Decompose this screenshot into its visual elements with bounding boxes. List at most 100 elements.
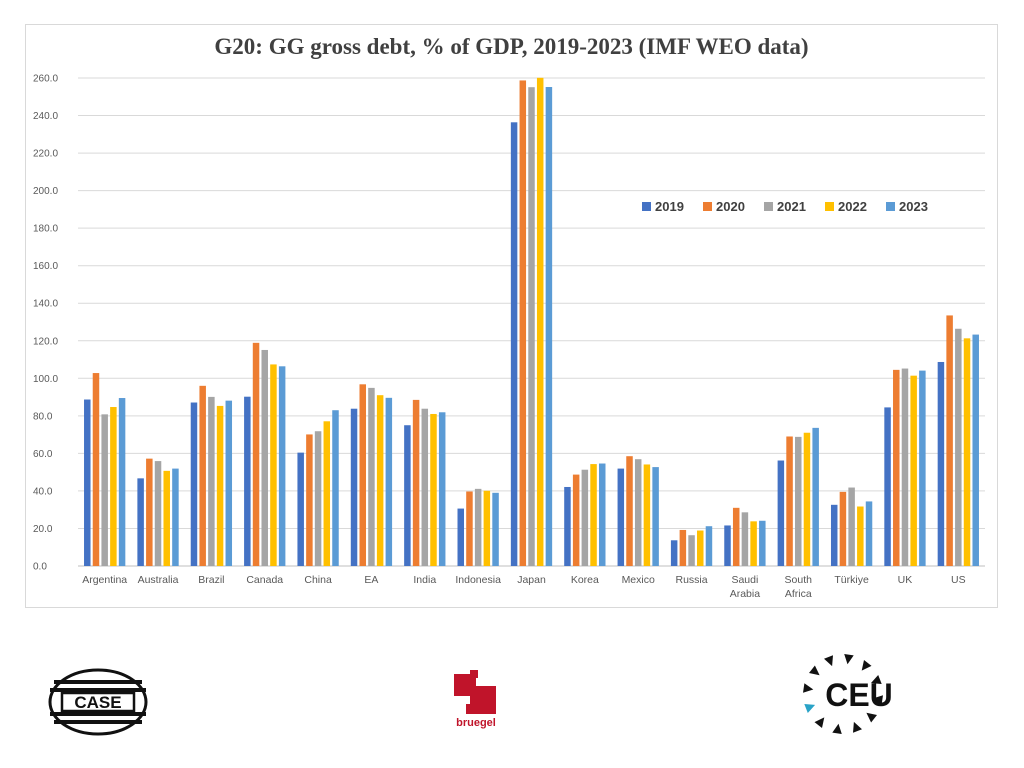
x-category-label: Argentina — [82, 574, 127, 586]
bar-mexico-2019 — [617, 468, 625, 566]
x-category-label: Indonesia — [455, 574, 501, 586]
x-category-label: Russia — [676, 574, 708, 586]
bar-argentina-2019 — [84, 399, 91, 566]
bar-uk-2021 — [901, 368, 909, 566]
bar-south-africa-2019 — [777, 460, 785, 566]
y-tick-label: 240.0 — [33, 111, 58, 122]
bar-argentina-2021 — [101, 414, 108, 566]
bar-russia-2021 — [688, 535, 695, 566]
bar-south-africa-2022 — [803, 432, 811, 566]
bar-australia-2023 — [172, 468, 179, 566]
bar-uk-2019 — [884, 407, 891, 566]
ceu-ray — [844, 654, 854, 665]
bar-australia-2022 — [163, 470, 170, 566]
chart-title: G20: GG gross debt, % of GDP, 2019-2023 … — [214, 34, 809, 59]
legend-label-2020: 2020 — [716, 199, 745, 214]
legend-swatch-2019 — [642, 202, 651, 211]
bar-south-africa-2023 — [812, 427, 819, 566]
bar-china-2023 — [332, 410, 339, 566]
legend-swatch-2022 — [825, 202, 834, 211]
x-category-label: Brazil — [198, 574, 224, 586]
bar-türkiye-2019 — [830, 504, 838, 566]
bar-south-africa-2021 — [795, 436, 802, 566]
y-axis-ticks: 0.0 20.0 40.0 60.0 80.0 100.0 120.0 140.0 160.0 1… — [33, 74, 58, 573]
bar-türkiye-2022 — [857, 506, 864, 566]
x-category-label: Australia — [138, 574, 179, 586]
ceu-logo-rays — [803, 654, 883, 734]
ceu-ray — [814, 717, 825, 728]
y-tick-label: 140.0 — [33, 299, 58, 310]
bar-us-2021 — [955, 328, 962, 566]
x-axis-labels: Argentina Australia Brazil Canada China EA Ind… — [82, 574, 965, 600]
bar-russia-2022 — [697, 530, 704, 566]
bar-us-2019 — [937, 361, 945, 566]
y-tick-label: 100.0 — [33, 374, 58, 385]
legend-label-2023: 2023 — [899, 199, 928, 214]
bar-russia-2023 — [705, 526, 713, 566]
y-tick-label: 40.0 — [33, 486, 53, 497]
y-tick-label: 0.0 — [33, 562, 47, 573]
bar-russia-2019 — [670, 540, 678, 566]
bar-india-2023 — [438, 412, 446, 566]
bar-india-2019 — [404, 425, 411, 566]
ceu-ray — [861, 660, 872, 671]
bar-korea-2023 — [599, 463, 606, 566]
case-logo-text: CASE — [74, 693, 121, 712]
legend-label-2021: 2021 — [777, 199, 806, 214]
y-tick-label: 220.0 — [33, 149, 58, 160]
legend-label-2022: 2022 — [838, 199, 867, 214]
x-category-label: Mexico — [622, 574, 655, 586]
y-tick-label: 20.0 — [33, 524, 53, 535]
bar-china-2019 — [297, 452, 304, 566]
ceu-ray — [872, 695, 883, 705]
bar-japan-2023 — [545, 87, 553, 566]
bar-saudi-arabia-2020 — [732, 507, 740, 566]
bar-ea-2020 — [359, 384, 366, 566]
bar-indonesia-2019 — [457, 508, 464, 566]
bar-us-2023 — [972, 334, 979, 566]
bar-japan-2021 — [528, 87, 535, 566]
bar-canada-2021 — [261, 349, 268, 566]
bar-argentina-2020 — [92, 373, 100, 566]
bar-australia-2021 — [154, 461, 162, 566]
y-tick-label: 160.0 — [33, 261, 58, 272]
bar-india-2020 — [412, 399, 420, 566]
bars — [84, 77, 979, 567]
y-tick-label: 80.0 — [33, 411, 53, 422]
ceu-ray — [866, 712, 877, 723]
bar-canada-2023 — [278, 366, 286, 566]
x-category-label: Africa — [785, 588, 812, 600]
legend-swatch-2020 — [703, 202, 712, 211]
bruegel-logo-text: bruegel — [456, 717, 496, 729]
bar-saudi-arabia-2023 — [759, 520, 766, 566]
bar-mexico-2021 — [634, 459, 642, 566]
legend: 2019 2020 2021 2022 2023 — [642, 199, 928, 214]
bar-japan-2020 — [519, 80, 527, 566]
bar-mexico-2022 — [643, 464, 651, 566]
x-category-label: Arabia — [730, 588, 761, 600]
bar-korea-2020 — [572, 474, 580, 566]
bar-australia-2019 — [137, 478, 144, 566]
bar-brazil-2022 — [216, 405, 224, 566]
bar-indonesia-2020 — [466, 491, 473, 566]
bar-ea-2021 — [368, 387, 375, 566]
bar-saudi-arabia-2019 — [724, 525, 731, 566]
bar-australia-2020 — [146, 458, 153, 566]
bar-china-2021 — [314, 431, 322, 566]
bar-argentina-2023 — [118, 398, 126, 566]
bar-brazil-2021 — [208, 396, 215, 566]
bar-canada-2022 — [270, 364, 277, 566]
x-category-label: EA — [364, 574, 378, 586]
bar-china-2022 — [323, 421, 331, 566]
bar-india-2021 — [421, 408, 429, 566]
bar-türkiye-2020 — [839, 491, 847, 566]
bar-argentina-2022 — [110, 407, 117, 566]
ceu-ray — [870, 675, 882, 684]
y-tick-label: 200.0 — [33, 186, 58, 197]
x-category-label: Japan — [517, 574, 546, 586]
x-category-label: UK — [898, 574, 913, 586]
bar-japan-2022 — [536, 77, 544, 566]
bar-brazil-2019 — [190, 402, 198, 566]
y-tick-label: 60.0 — [33, 449, 53, 460]
